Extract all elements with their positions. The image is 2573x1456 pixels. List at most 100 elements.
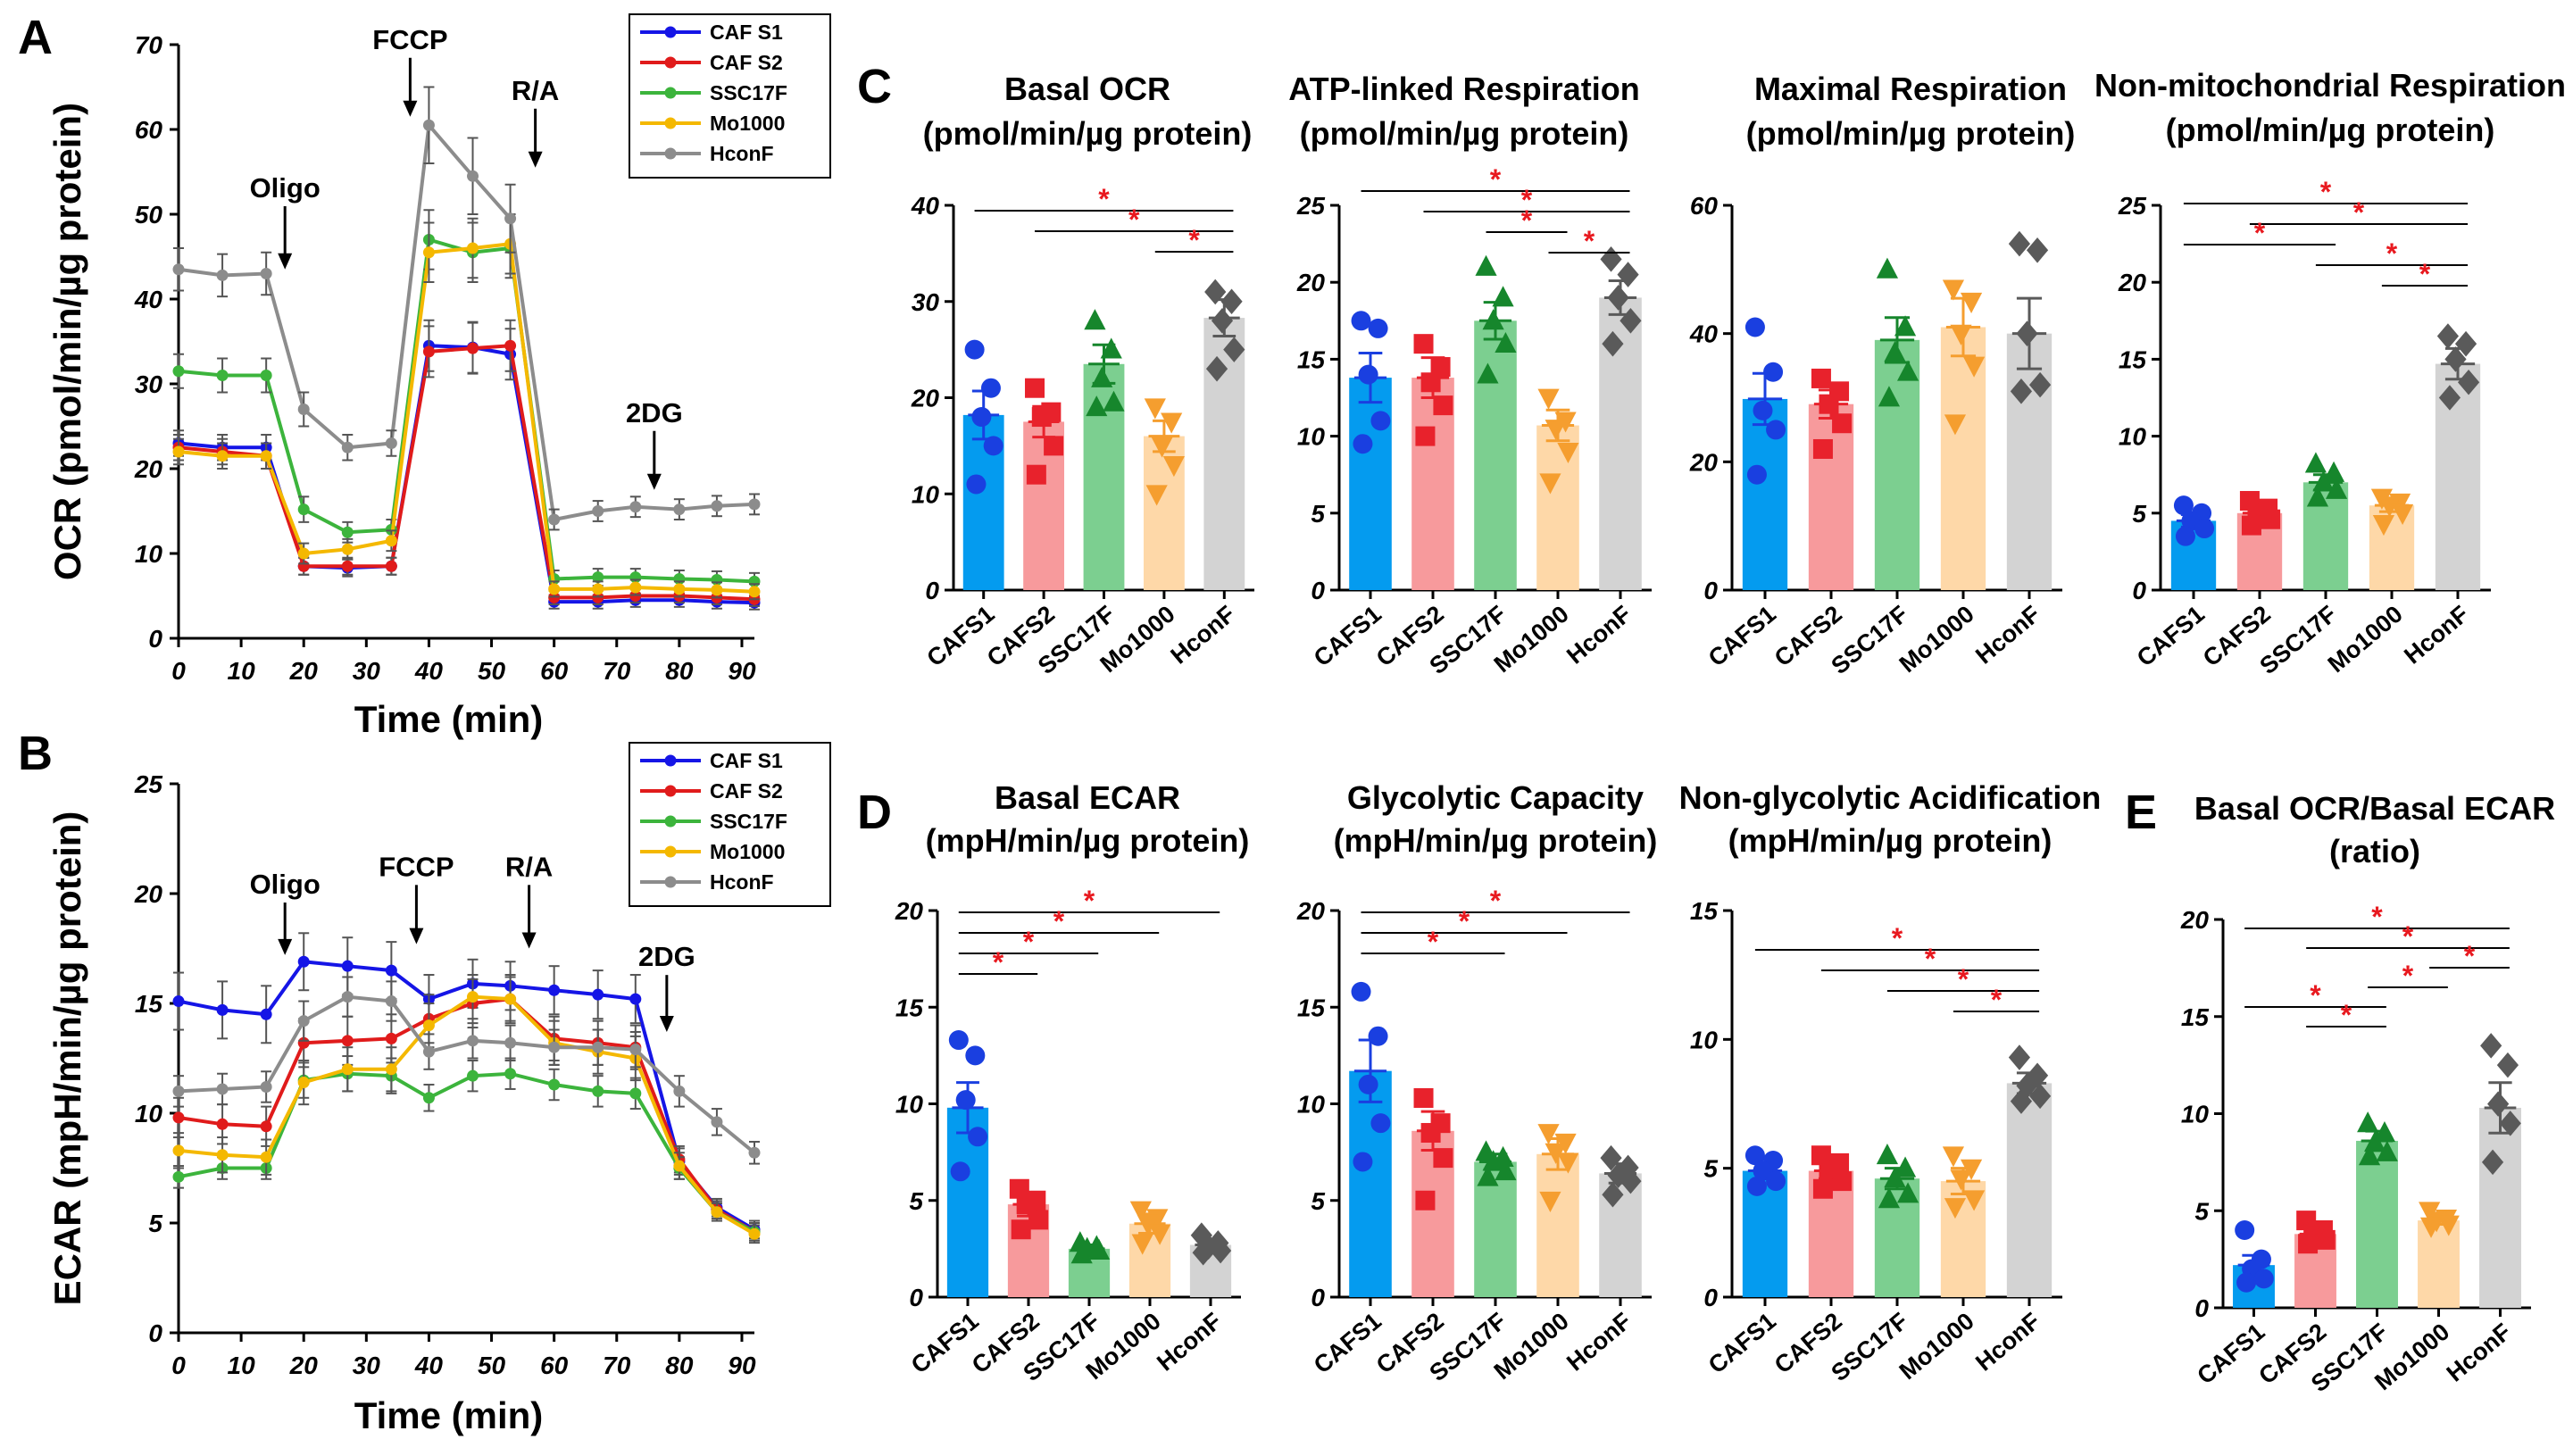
bar bbox=[2356, 1140, 2398, 1308]
data-point bbox=[1144, 398, 1166, 420]
data-point bbox=[1433, 395, 1453, 416]
annotation-label: FCCP bbox=[372, 24, 447, 55]
annotation-oligo: Oligo bbox=[250, 172, 321, 270]
data-point bbox=[1370, 1113, 1391, 1134]
data-point bbox=[2419, 1217, 2443, 1238]
bar-chart-d1: Basal ECAR (mpH/min/µg protein) 0 5 10 15 20 CA… bbox=[895, 779, 1250, 1386]
chart-title-line: (ratio) bbox=[2329, 833, 2420, 869]
data-point bbox=[2235, 1220, 2255, 1240]
data-point bbox=[1358, 364, 1378, 385]
significance-star: * bbox=[1490, 885, 1502, 917]
y-tick-label: 40 bbox=[1689, 320, 1719, 348]
data-point bbox=[748, 498, 761, 511]
data-point bbox=[422, 119, 435, 131]
chart-title-line: Non-glycolytic Acidification bbox=[1679, 779, 2102, 816]
data-point bbox=[2008, 1044, 2031, 1070]
bar bbox=[1874, 339, 1920, 590]
significance-marker: * bbox=[2315, 237, 2469, 270]
legend-label: HconF bbox=[710, 870, 774, 894]
data-point bbox=[1211, 308, 1234, 334]
data-point bbox=[548, 1078, 561, 1091]
bar-chart-d2: Glycolytic Capacity (mpH/min/µg protein) 0… bbox=[1296, 779, 1658, 1386]
x-tick-label: 90 bbox=[728, 1352, 756, 1379]
data-point bbox=[2376, 1140, 2398, 1161]
data-point bbox=[1028, 1210, 1049, 1230]
data-point bbox=[1091, 366, 1113, 387]
data-point bbox=[216, 1083, 229, 1095]
data-point bbox=[1495, 1160, 1517, 1181]
data-point bbox=[1942, 1146, 1965, 1168]
y-tick-label: 5 bbox=[2194, 1197, 2209, 1225]
annotation-fccp: FCCP bbox=[372, 24, 448, 117]
data-point bbox=[172, 263, 185, 276]
chart-title-line: (mpH/min/µg protein) bbox=[1334, 822, 1658, 859]
data-point bbox=[2357, 1111, 2379, 1133]
data-point bbox=[1016, 1194, 1037, 1215]
significance-star: * bbox=[2320, 176, 2332, 208]
significance-marker: * bbox=[958, 905, 1160, 937]
data-point bbox=[1944, 1198, 1967, 1219]
data-point bbox=[1617, 262, 1639, 287]
series-line bbox=[178, 344, 755, 602]
x-tick-label: HconF bbox=[2442, 1319, 2517, 1387]
data-point bbox=[504, 1036, 517, 1049]
data-point bbox=[297, 1077, 310, 1089]
significance-marker: * bbox=[1754, 922, 2040, 954]
y-tick-label: 5 bbox=[909, 1187, 923, 1215]
significance-star: * bbox=[2464, 940, 2476, 972]
data-point bbox=[341, 1063, 354, 1076]
chart-title-line: Basal OCR bbox=[1004, 71, 1170, 107]
data-point bbox=[1894, 1156, 1917, 1177]
data-point bbox=[1545, 420, 1567, 441]
annotation-label: R/A bbox=[512, 75, 559, 106]
data-point bbox=[673, 503, 686, 516]
data-point bbox=[1026, 464, 1046, 485]
data-point bbox=[629, 581, 642, 594]
data-point bbox=[1744, 1145, 1765, 1166]
legend: CAF S1 CAF S2 SSC17F Mo1000 HconF bbox=[629, 742, 831, 907]
x-tick-label: 50 bbox=[478, 657, 506, 685]
x-tick-label: 50 bbox=[478, 1352, 506, 1379]
series-hconf bbox=[172, 86, 761, 531]
data-point bbox=[2026, 237, 2049, 263]
data-point bbox=[2325, 478, 2348, 499]
data-point bbox=[2487, 1091, 2510, 1117]
y-tick-label: 20 bbox=[2118, 269, 2147, 296]
data-point bbox=[2298, 1234, 2319, 1254]
data-point bbox=[1220, 288, 1243, 315]
y-tick-label: 15 bbox=[1297, 994, 1326, 1021]
data-point bbox=[1832, 413, 1853, 434]
data-point bbox=[385, 535, 397, 547]
annotation-label: R/A bbox=[505, 851, 553, 882]
data-point bbox=[1151, 437, 1173, 458]
data-point bbox=[2306, 486, 2329, 507]
data-point bbox=[1129, 1201, 1152, 1222]
significance-star: * bbox=[1023, 926, 1035, 958]
x-tick-label: CAFS1 bbox=[921, 601, 999, 672]
legend-swatch-marker bbox=[664, 785, 677, 797]
y-tick-label: 0 bbox=[2194, 1294, 2209, 1322]
data-point bbox=[172, 1144, 185, 1157]
data-point bbox=[2499, 1111, 2521, 1136]
legend-item: CAF S1 bbox=[640, 21, 783, 44]
x-tick-label: 80 bbox=[665, 1352, 694, 1379]
data-point bbox=[1131, 1234, 1153, 1255]
bar bbox=[2479, 1107, 2521, 1308]
data-point bbox=[1878, 386, 1901, 407]
bar bbox=[1203, 318, 1245, 590]
data-point bbox=[1477, 1165, 1499, 1186]
x-tick-label: 40 bbox=[414, 1352, 444, 1379]
significance-marker: * bbox=[2183, 217, 2336, 249]
x-tick-label: HconF bbox=[2399, 601, 2474, 670]
y-tick-label: 20 bbox=[2180, 906, 2210, 934]
data-point bbox=[1884, 341, 1906, 362]
data-point bbox=[216, 1003, 229, 1016]
legend-box bbox=[629, 13, 831, 179]
data-point bbox=[341, 960, 354, 972]
data-point bbox=[1962, 1190, 1986, 1211]
data-point bbox=[1146, 1209, 1169, 1230]
significance-marker: * bbox=[1486, 204, 1568, 237]
data-point bbox=[1368, 318, 1388, 338]
y-tick-label: 0 bbox=[1703, 1284, 1718, 1311]
series-caf-s2 bbox=[172, 319, 761, 607]
